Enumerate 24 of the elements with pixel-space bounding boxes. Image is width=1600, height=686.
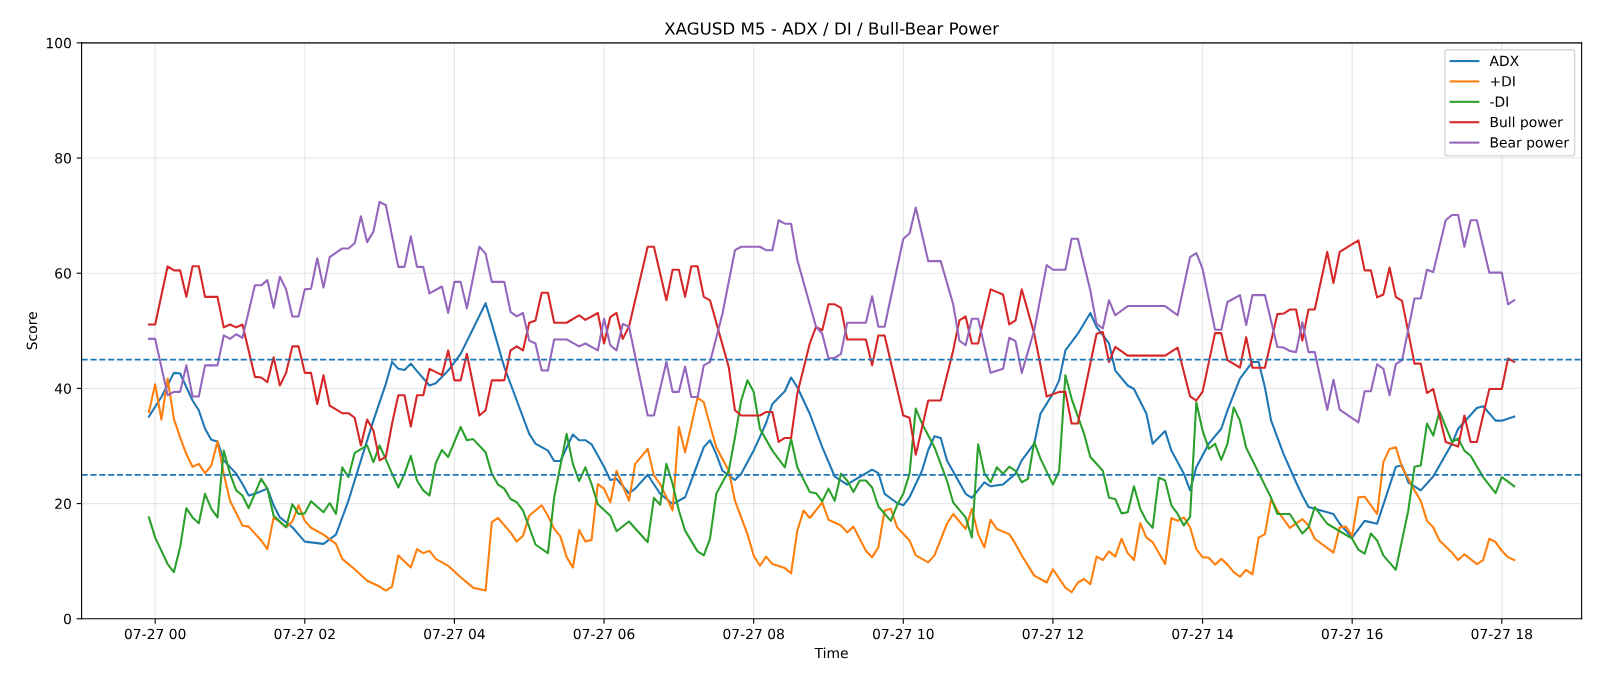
y-axis-title: Score: [26, 312, 38, 350]
y-tick-label: 80: [55, 153, 71, 164]
x-tick-label: 07-27 08: [723, 628, 784, 640]
chart-title: XAGUSD M5 - ADX / DI / Bull-Bear Power: [664, 21, 1000, 37]
x-tick-label: 07-27 18: [1471, 628, 1533, 640]
legend-label: -DI: [1490, 96, 1508, 107]
y-tick-label: 60: [55, 268, 71, 279]
legend-label: Bear power: [1490, 137, 1570, 151]
x-tick-label: 07-27 14: [1172, 628, 1233, 640]
x-axis-title: Time: [814, 647, 848, 659]
x-tick-label: 07-27 16: [1321, 628, 1383, 640]
y-tick-label: 100: [46, 37, 71, 49]
x-tick-label: 07-27 02: [274, 628, 335, 640]
x-tick-label: 07-27 04: [424, 628, 485, 640]
y-tick-label: 0: [63, 613, 71, 625]
legend-label: ADX: [1489, 55, 1519, 66]
x-tick-label: 07-27 10: [872, 628, 934, 640]
legend-label: +DI: [1490, 76, 1515, 87]
x-tick-label: 07-27 00: [124, 628, 186, 640]
y-tick-label: 40: [54, 383, 71, 394]
x-tick-label: 07-27 12: [1022, 628, 1083, 640]
y-tick-label: 20: [55, 498, 71, 510]
legend-label: Bull power: [1490, 116, 1563, 130]
x-tick-label: 07-27 06: [573, 628, 635, 640]
